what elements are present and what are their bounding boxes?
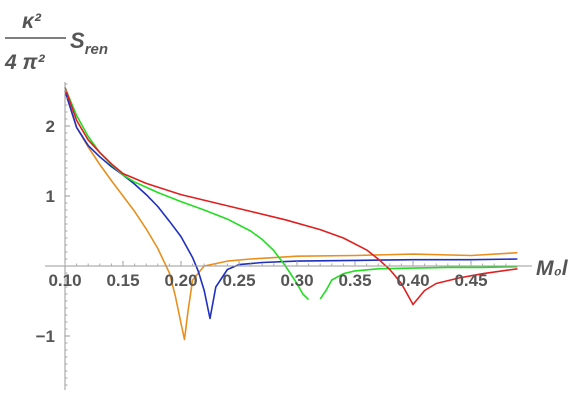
labels-layer: M₀l κ² 4 π² Sren (4, 10, 569, 280)
x-axis-label: M₀l (536, 257, 569, 280)
x-tick-label: 0.40 (396, 271, 429, 290)
series-line-4 (64, 87, 518, 306)
series-line-1 (64, 90, 518, 320)
y-label-symbol: Sren (70, 28, 108, 58)
y-label-denominator: 4 π² (4, 51, 45, 74)
series-line-0 (64, 90, 518, 341)
x-tick-label: 0.30 (280, 271, 313, 290)
x-axis-label-text: M₀l (536, 257, 569, 280)
y-tick-label: 1 (46, 187, 55, 206)
y-label-symbol-text: S (70, 28, 85, 53)
series-line-3 (319, 265, 518, 300)
x-tick-label: 0.15 (106, 271, 139, 290)
y-tick-label: 2 (46, 117, 55, 136)
x-tick-label: 0.25 (222, 271, 255, 290)
ticks-layer: 0.10 0.15 0.20 0.25 0.30 0.35 0.40 0.45−112 (36, 83, 507, 386)
series-line-2 (64, 87, 310, 301)
x-tick-label: 0.35 (338, 271, 371, 290)
series-layer (64, 87, 518, 341)
x-tick-label: 0.20 (164, 271, 197, 290)
y-label-subscript: ren (85, 41, 108, 58)
y-tick-label: −1 (36, 327, 55, 346)
y-label-numerator: κ² (22, 10, 42, 33)
x-tick-label: 0.45 (454, 271, 487, 290)
axes-layer (45, 82, 532, 390)
